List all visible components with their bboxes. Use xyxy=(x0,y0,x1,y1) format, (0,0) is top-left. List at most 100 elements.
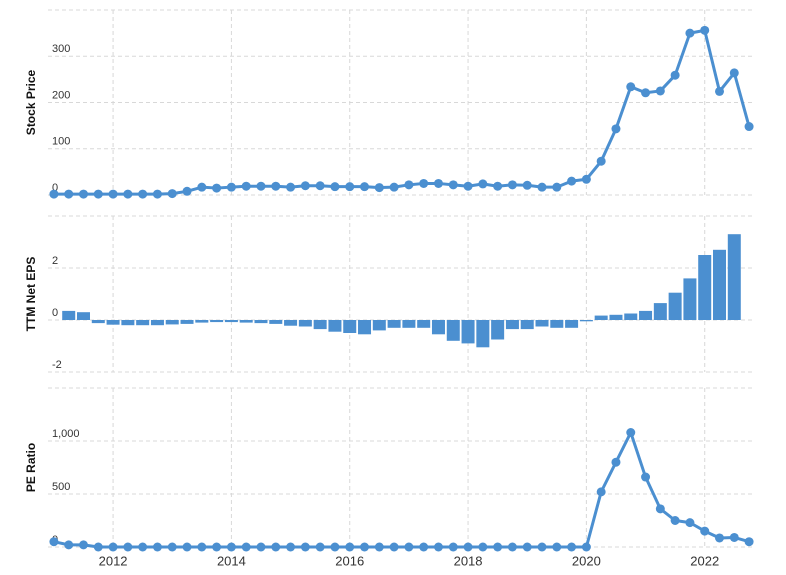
bar xyxy=(698,255,712,320)
point xyxy=(123,189,133,199)
point xyxy=(286,542,296,552)
point xyxy=(744,122,754,132)
line xyxy=(53,28,751,196)
bar xyxy=(210,320,224,323)
point xyxy=(197,542,207,552)
point xyxy=(330,182,340,192)
point xyxy=(729,68,739,78)
point xyxy=(685,518,695,528)
line xyxy=(53,431,750,549)
bar xyxy=(550,320,564,328)
point xyxy=(522,542,532,552)
y-axis-title: PE Ratio xyxy=(24,443,38,492)
bar xyxy=(520,320,534,330)
point xyxy=(167,189,177,199)
bar xyxy=(713,249,727,320)
point xyxy=(182,542,192,552)
bar xyxy=(343,320,357,333)
y-tick-label: 0 xyxy=(52,307,58,319)
point xyxy=(345,542,355,552)
point xyxy=(552,542,562,552)
point xyxy=(493,542,503,552)
point xyxy=(641,472,651,482)
point xyxy=(330,542,340,552)
bar xyxy=(121,320,135,326)
point xyxy=(256,181,266,191)
bar xyxy=(668,292,682,320)
point xyxy=(611,124,621,134)
point xyxy=(389,182,399,192)
point xyxy=(448,542,458,552)
point xyxy=(596,487,606,497)
bar xyxy=(402,320,416,328)
point xyxy=(552,182,562,192)
point xyxy=(611,457,621,467)
point xyxy=(404,542,414,552)
point xyxy=(478,179,488,189)
bar xyxy=(594,315,608,320)
bar xyxy=(269,320,283,324)
bar xyxy=(565,320,579,328)
y-tick-label: 300 xyxy=(52,43,70,55)
point xyxy=(641,88,651,98)
bar xyxy=(224,320,238,323)
bar xyxy=(76,312,90,320)
point xyxy=(49,189,59,199)
bar xyxy=(165,320,179,325)
y-axis-title: TTM Net EPS xyxy=(24,257,38,332)
point xyxy=(389,542,399,552)
point xyxy=(241,542,251,552)
point xyxy=(507,542,517,552)
bar xyxy=(683,278,697,320)
bar xyxy=(91,320,105,324)
point xyxy=(448,180,458,190)
bar xyxy=(254,320,268,324)
y-tick-label: 0 xyxy=(52,182,58,194)
point xyxy=(152,189,162,199)
bar xyxy=(461,320,475,344)
bar xyxy=(535,320,549,327)
point xyxy=(433,542,443,552)
point xyxy=(93,542,103,552)
point xyxy=(212,542,222,552)
point xyxy=(581,174,591,184)
bar xyxy=(624,313,638,320)
bar xyxy=(298,320,312,327)
bar xyxy=(195,320,209,323)
y-tick-label: -2 xyxy=(52,359,62,371)
point xyxy=(374,542,384,552)
y-tick-label: 100 xyxy=(52,136,70,148)
y-tick-label: 1,000 xyxy=(52,428,80,440)
x-tick-label: 2022 xyxy=(690,553,719,568)
bar xyxy=(609,314,623,320)
point xyxy=(271,181,281,191)
x-tick-label: 2020 xyxy=(572,553,601,568)
point xyxy=(360,182,370,192)
bar xyxy=(387,320,401,328)
point xyxy=(404,180,414,190)
point xyxy=(345,182,355,192)
bar xyxy=(639,310,653,320)
point xyxy=(729,532,739,542)
point xyxy=(715,86,725,96)
point xyxy=(419,542,429,552)
bar xyxy=(446,320,460,341)
point xyxy=(49,537,59,547)
bar xyxy=(491,320,505,340)
point xyxy=(138,189,148,199)
point xyxy=(522,180,532,190)
point xyxy=(271,542,281,552)
point xyxy=(463,542,473,552)
point xyxy=(567,542,577,552)
bar xyxy=(62,310,76,320)
point xyxy=(108,542,118,552)
point xyxy=(537,542,547,552)
point xyxy=(300,542,310,552)
bar xyxy=(106,320,120,325)
point xyxy=(478,542,488,552)
point xyxy=(419,178,429,188)
bar xyxy=(328,320,342,332)
point xyxy=(581,542,591,552)
point xyxy=(108,189,118,199)
point xyxy=(78,189,88,199)
